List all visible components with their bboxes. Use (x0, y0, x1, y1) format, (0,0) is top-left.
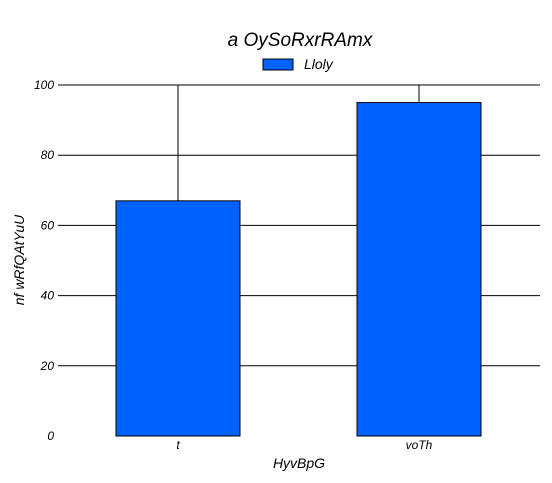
y-tick-label: 40 (41, 289, 55, 303)
x-tick-label: voTh (406, 438, 433, 452)
y-tick-label: 80 (41, 148, 55, 162)
y-tick-label: 100 (34, 78, 54, 92)
chart-title: a OySoRxrRAmx (228, 30, 374, 51)
legend: Lloly (262, 56, 334, 72)
y-axis-label: nf wRfQAtYuU (11, 214, 27, 305)
y-tick-label: 0 (47, 429, 54, 443)
legend-swatch (262, 58, 294, 71)
y-tick-label: 20 (40, 359, 55, 373)
bars (115, 102, 482, 437)
x-tick-label: t (176, 438, 180, 452)
legend-label: Lloly (304, 56, 334, 72)
bar (356, 102, 482, 437)
bar (115, 200, 241, 437)
error-bars (177, 85, 420, 201)
y-tick-label: 60 (41, 218, 55, 232)
x-axis-label: HyvBpG (273, 455, 325, 471)
x-tick-labels: t voTh (176, 438, 432, 452)
y-tick-labels: 0 20 40 60 80 100 (34, 78, 54, 443)
